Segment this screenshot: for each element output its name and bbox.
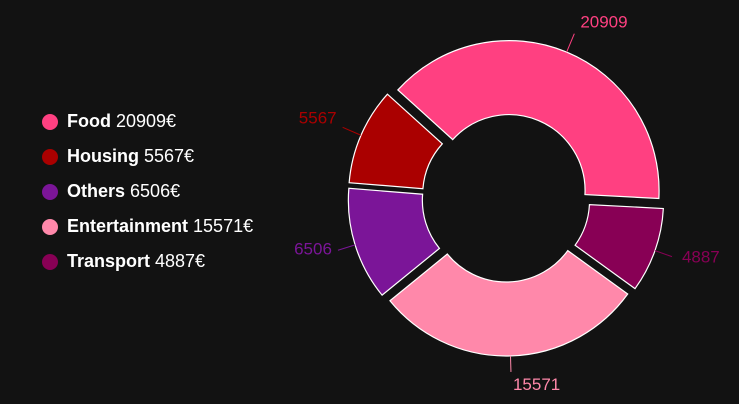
data-label-transport: 4887	[682, 248, 720, 267]
donut-slice-others[interactable]	[347, 187, 441, 296]
legend-marker	[42, 183, 58, 200]
label-leader-line	[342, 126, 362, 136]
label-leader-line	[337, 244, 356, 251]
legend-value: 5567€	[144, 146, 195, 166]
legend-label: Entertainment	[67, 216, 189, 236]
donut-slice-housing[interactable]	[348, 93, 444, 190]
legend: Food 20909€ Housing 5567€ Others 6506€ E…	[42, 110, 253, 273]
data-label-others: 6506	[294, 239, 332, 258]
legend-value: 4887€	[155, 251, 206, 271]
legend-label: Housing	[67, 146, 139, 166]
legend-label: Others	[67, 181, 126, 201]
donut-slice-entertainment[interactable]	[389, 249, 629, 357]
legend-item-transport[interactable]: Transport 4887€	[42, 250, 253, 273]
data-label-housing: 5567	[299, 108, 337, 127]
legend-value: 20909€	[115, 111, 177, 131]
legend-item-entertainment[interactable]: Entertainment 15571€	[42, 215, 253, 238]
data-label-entertainment: 15571	[513, 375, 560, 394]
legend-marker	[42, 113, 58, 130]
legend-label: Transport	[67, 251, 151, 271]
label-leader-line	[654, 250, 673, 258]
donut-slice-food[interactable]	[397, 40, 660, 200]
legend-item-food[interactable]: Food 20909€	[42, 110, 253, 133]
donut-slice-transport[interactable]	[574, 204, 664, 290]
legend-marker	[42, 218, 58, 235]
legend-label: Food	[67, 111, 111, 131]
data-label-food: 20909	[580, 13, 627, 32]
legend-item-housing[interactable]: Housing 5567€	[42, 145, 253, 168]
label-leader-line	[566, 33, 575, 53]
legend-value: 15571€	[193, 216, 254, 236]
legend-marker	[42, 148, 58, 165]
legend-marker	[42, 253, 58, 270]
legend-item-others[interactable]: Others 6506€	[42, 180, 253, 203]
legend-value: 6506€	[130, 181, 181, 201]
